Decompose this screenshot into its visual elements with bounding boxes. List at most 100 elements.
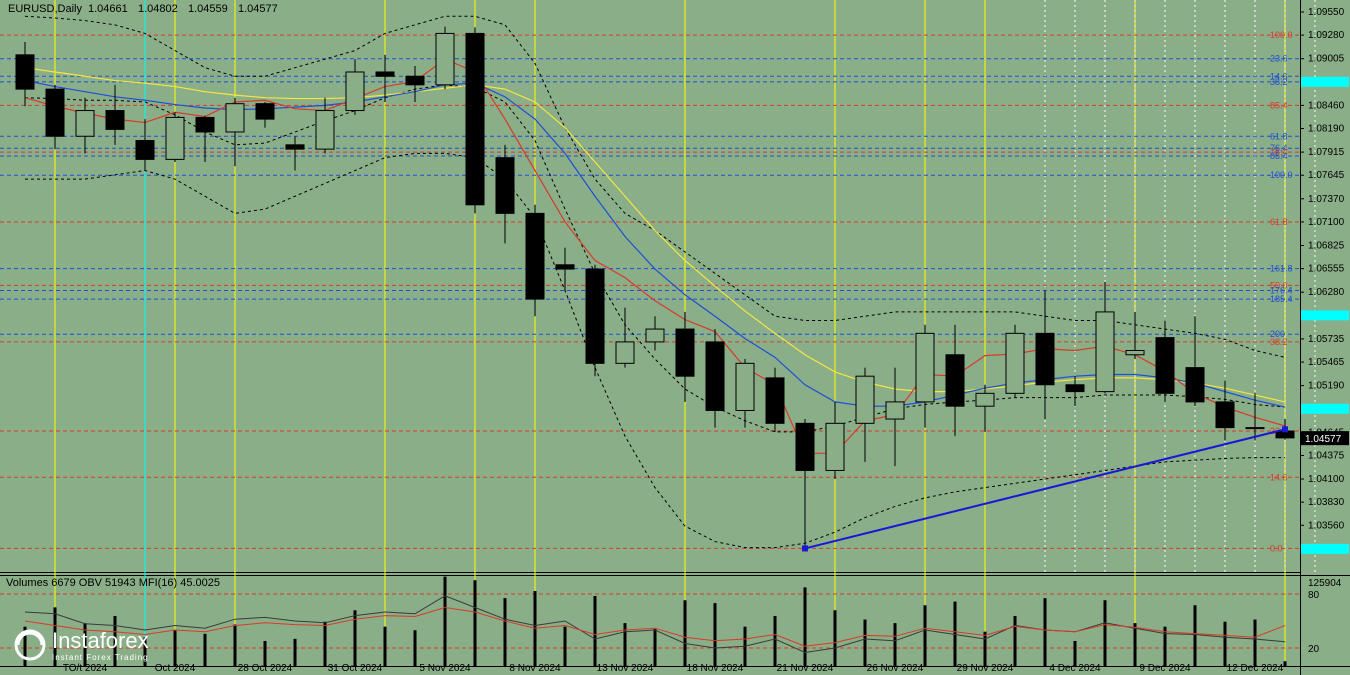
candle[interactable] xyxy=(1156,338,1174,394)
fib-label: 38.2 xyxy=(1270,77,1288,87)
chart-title-part: 1.04661 xyxy=(88,3,128,15)
candle[interactable] xyxy=(1126,350,1144,354)
date-label: 28 Oct 2024 xyxy=(238,663,293,674)
candle[interactable] xyxy=(1066,385,1084,392)
candle[interactable] xyxy=(706,342,724,411)
vol-tick: 125904 xyxy=(1308,578,1342,589)
fib-label: 100.0 xyxy=(1270,170,1293,180)
fib-label: 85.4 xyxy=(1270,100,1288,110)
date-label: 8 Nov 2024 xyxy=(509,663,561,674)
candle[interactable] xyxy=(796,423,814,470)
candle[interactable] xyxy=(676,329,694,376)
date-label: 12 Dec 2024 xyxy=(1227,663,1284,674)
fib-label: 100.0 xyxy=(1270,30,1293,40)
date-label: 18 Nov 2024 xyxy=(687,663,744,674)
candle[interactable] xyxy=(526,213,544,299)
date-label: 29 Nov 2024 xyxy=(957,663,1014,674)
date-label: 4 Dec 2024 xyxy=(1049,663,1101,674)
candle[interactable] xyxy=(406,76,424,85)
candle[interactable] xyxy=(136,141,154,160)
chart-title-part: 1.04559 xyxy=(188,3,228,15)
chart-title-part: 1.04802 xyxy=(138,3,178,15)
fib-label: 61.8 xyxy=(1270,217,1288,227)
candle[interactable] xyxy=(436,33,454,84)
date-label: 5 Nov 2024 xyxy=(419,663,471,674)
candle[interactable] xyxy=(166,117,184,159)
price-tick: 1.07645 xyxy=(1308,170,1345,181)
candle[interactable] xyxy=(46,89,64,136)
candle[interactable] xyxy=(286,145,304,149)
candle[interactable] xyxy=(616,342,634,363)
candle[interactable] xyxy=(916,333,934,402)
price-tick: 1.08460 xyxy=(1308,100,1345,111)
chart-svg[interactable]: 1.095501.092801.090051.087351.084601.081… xyxy=(0,0,1350,675)
candle[interactable] xyxy=(16,55,34,89)
fib-label: 185.4 xyxy=(1270,294,1293,304)
candle[interactable] xyxy=(256,104,274,119)
price-tick: 1.08190 xyxy=(1308,124,1345,135)
candle[interactable] xyxy=(1006,333,1024,393)
price-tick: 1.03560 xyxy=(1308,520,1345,531)
candle[interactable] xyxy=(106,111,124,130)
candle[interactable] xyxy=(346,72,364,111)
candle[interactable] xyxy=(766,378,784,423)
candle[interactable] xyxy=(496,158,514,214)
fib-label: 23.6 xyxy=(1270,54,1288,64)
price-tick: 1.09005 xyxy=(1308,54,1345,65)
candle[interactable] xyxy=(946,355,964,406)
candle[interactable] xyxy=(826,423,844,470)
candle[interactable] xyxy=(1186,368,1204,402)
price-tick: 1.05465 xyxy=(1308,357,1345,368)
price-tick: 1.09280 xyxy=(1308,30,1345,41)
price-tick: 1.05190 xyxy=(1308,381,1345,392)
candle[interactable] xyxy=(1246,428,1264,429)
candle[interactable] xyxy=(586,269,604,363)
chart-title-part: 1.04577 xyxy=(238,3,278,15)
logo-sub: Instant Forex Trading xyxy=(52,653,149,662)
logo-text: Instaforex xyxy=(52,628,149,653)
fib-label: 0.0 xyxy=(1270,543,1283,553)
price-tick: 1.05735 xyxy=(1308,334,1345,345)
fib-label: 161.8 xyxy=(1270,264,1293,274)
price-tick: 1.03830 xyxy=(1308,497,1345,508)
fib-label: 38.2 xyxy=(1270,337,1288,347)
candle[interactable] xyxy=(646,329,664,342)
date-label: Oct 2024 xyxy=(155,663,196,674)
price-tick: 1.07100 xyxy=(1308,217,1345,228)
candle[interactable] xyxy=(316,111,334,150)
price-tick: 1.06280 xyxy=(1308,287,1345,298)
candle[interactable] xyxy=(556,265,574,269)
date-label: 21 Nov 2024 xyxy=(777,663,834,674)
price-tick: 1.06555 xyxy=(1308,264,1345,275)
candle[interactable] xyxy=(226,104,244,132)
price-tick: 1.07370 xyxy=(1308,194,1345,205)
candle[interactable] xyxy=(736,363,754,410)
mfi-tick: 20 xyxy=(1308,644,1320,655)
candle[interactable] xyxy=(1096,312,1114,392)
indicator-title: Volumes 6679 OBV 51943 MFI(16) 45.0025 xyxy=(6,577,220,589)
candle[interactable] xyxy=(976,393,994,406)
candle[interactable] xyxy=(76,111,94,137)
chart-container: 1.095501.092801.090051.087351.084601.081… xyxy=(0,0,1350,675)
date-label: TO/t 2024 xyxy=(63,663,108,674)
candle[interactable] xyxy=(1216,402,1234,428)
price-tick: 1.07915 xyxy=(1308,147,1345,158)
current-price: 1.04577 xyxy=(1305,434,1342,445)
fib-label: 85.4 xyxy=(1270,151,1288,161)
price-tick: 1.06825 xyxy=(1308,241,1345,252)
chart-title-part: EURUSD,Daily xyxy=(8,3,82,15)
date-label: 13 Nov 2024 xyxy=(597,663,654,674)
candle[interactable] xyxy=(1036,333,1054,384)
mfi-tick: 80 xyxy=(1308,590,1320,601)
candle[interactable] xyxy=(886,402,904,419)
candle[interactable] xyxy=(466,33,484,204)
candle[interactable] xyxy=(196,117,214,132)
candle[interactable] xyxy=(856,376,874,423)
candle[interactable] xyxy=(376,72,394,76)
date-label: 31 Oct 2024 xyxy=(328,663,383,674)
price-tick: 1.09550 xyxy=(1308,7,1345,18)
price-tick: 1.04375 xyxy=(1308,450,1345,461)
fib-label: 14.6 xyxy=(1270,472,1288,482)
date-label: 9 Dec 2024 xyxy=(1139,663,1191,674)
date-label: 26 Nov 2024 xyxy=(867,663,924,674)
